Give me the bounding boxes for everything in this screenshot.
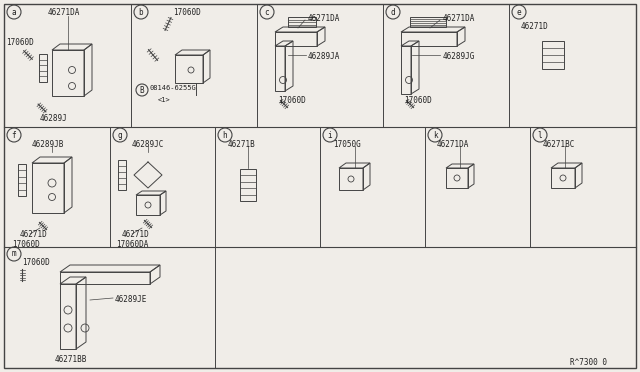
Text: 17060D: 17060D [12, 240, 40, 249]
Bar [275, 46, 285, 91]
Bar [118, 160, 126, 190]
Text: 17060D: 17060D [278, 96, 306, 105]
Text: k: k [433, 131, 437, 140]
Text: e: e [516, 7, 522, 16]
Text: 17060DA: 17060DA [116, 240, 148, 249]
Text: c: c [265, 7, 269, 16]
Text: 17060D: 17060D [404, 96, 432, 105]
Text: f: f [12, 131, 16, 140]
Text: 17050G: 17050G [333, 140, 361, 149]
Text: 46271B: 46271B [228, 140, 256, 149]
Text: l: l [538, 131, 542, 140]
Text: 46271BB: 46271BB [55, 355, 88, 364]
Bar [175, 55, 203, 83]
Text: h: h [223, 131, 227, 140]
Text: 46289JE: 46289JE [115, 295, 147, 304]
Bar [551, 168, 575, 188]
Bar [136, 195, 160, 215]
Text: <1>: <1> [158, 97, 171, 103]
Text: d: d [390, 7, 396, 16]
Bar [18, 164, 26, 196]
Bar [288, 17, 316, 27]
Text: 46289JG: 46289JG [443, 52, 476, 61]
Text: 46289JB: 46289JB [32, 140, 65, 149]
Bar [60, 284, 76, 349]
Text: 46271D: 46271D [521, 22, 548, 31]
Text: 46271D: 46271D [20, 230, 48, 239]
Text: 17060D: 17060D [6, 38, 34, 47]
Bar [410, 17, 446, 27]
Bar [60, 272, 150, 284]
Text: a: a [12, 7, 16, 16]
Bar [401, 46, 411, 94]
Bar [401, 32, 457, 46]
Text: 46271DA: 46271DA [308, 14, 340, 23]
Text: 46289JA: 46289JA [308, 52, 340, 61]
Text: b: b [139, 7, 143, 16]
Text: 46289JC: 46289JC [132, 140, 164, 149]
Text: i: i [328, 131, 332, 140]
Text: 17060D: 17060D [22, 258, 50, 267]
Bar [52, 50, 84, 96]
Bar [542, 41, 564, 69]
Bar [32, 163, 64, 213]
Bar [240, 169, 256, 201]
Bar [446, 168, 468, 188]
Text: 46271BC: 46271BC [543, 140, 575, 149]
Bar [339, 168, 363, 190]
Text: 46271DA: 46271DA [48, 8, 81, 17]
Text: 46271D: 46271D [122, 230, 150, 239]
Text: g: g [118, 131, 122, 140]
Bar [275, 32, 317, 46]
Text: R^7300 0: R^7300 0 [570, 358, 607, 367]
Text: 46271DA: 46271DA [443, 14, 476, 23]
Bar [39, 54, 47, 82]
Text: m: m [12, 250, 16, 259]
Text: 17060D: 17060D [173, 8, 201, 17]
Text: 08146-6255G: 08146-6255G [150, 85, 196, 91]
Text: 46271DA: 46271DA [437, 140, 469, 149]
Text: B: B [140, 86, 144, 94]
Text: 46289J: 46289J [40, 114, 68, 123]
